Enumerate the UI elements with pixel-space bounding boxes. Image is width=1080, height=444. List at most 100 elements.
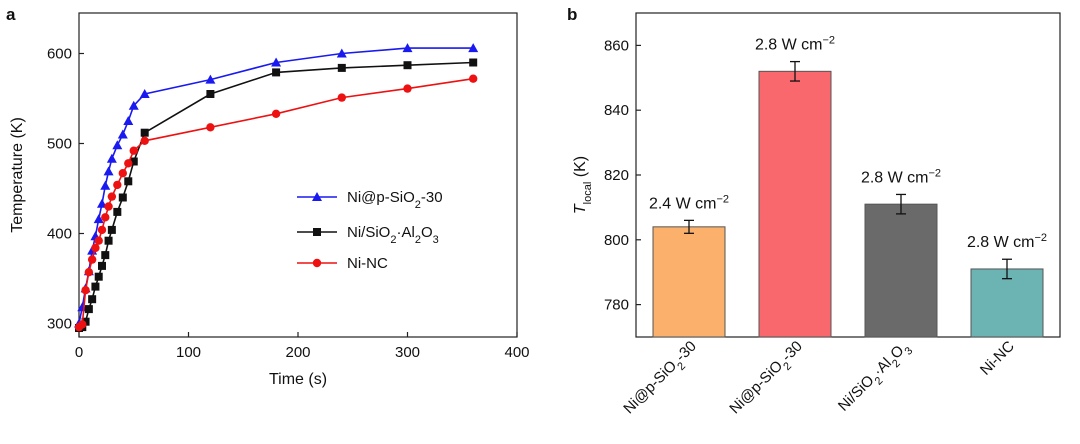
series-2 [74, 74, 478, 332]
y-tick-label-a: 300 [47, 316, 72, 333]
data-point-1 [118, 193, 127, 202]
data-point-1 [129, 157, 138, 166]
data-point-0 [128, 100, 139, 110]
data-point-1 [107, 225, 116, 234]
bar-3 [970, 268, 1044, 338]
bar-1 [758, 70, 832, 338]
data-point-2 [403, 84, 412, 93]
data-point-1 [91, 282, 100, 291]
legend-marker-2 [312, 258, 322, 268]
data-point-2 [107, 192, 117, 201]
data-point-2 [129, 146, 138, 155]
data-point-1 [403, 61, 412, 70]
data-point-2 [118, 169, 128, 178]
category-label-text-2: Ni/SiO2·Al2O3 [835, 338, 915, 418]
data-point-1 [469, 58, 478, 67]
y-tick-label-b: 860 [604, 37, 629, 54]
data-point-0 [402, 43, 413, 53]
data-point-0 [117, 129, 128, 139]
data-point-0 [77, 302, 88, 312]
y-axis-label-a: Temperature (K) [9, 117, 26, 233]
data-point-1 [124, 177, 133, 186]
series-1 [75, 58, 478, 332]
data-point-2 [104, 202, 113, 211]
series-line-0 [78, 47, 474, 324]
data-point-2 [94, 236, 103, 245]
data-point-2 [469, 74, 478, 83]
data-point-2 [337, 93, 346, 102]
y-tick-label-a: 500 [47, 136, 72, 153]
y-tick-label-b: 840 [604, 102, 629, 119]
x-tick-label-a: 0 [75, 344, 83, 361]
bar-2 [864, 203, 938, 338]
data-point-2 [78, 320, 87, 329]
y-tick-label-b: 800 [604, 232, 629, 249]
category-label-3: Ni-NC [977, 338, 1018, 379]
data-point-0 [123, 116, 134, 125]
line-chart-temperature: 0 100 200 300 400 300 400 500 600 Time (s) Tempera… [9, 12, 530, 388]
y-tick-label-b: 820 [604, 167, 629, 184]
category-label-text-0: Ni@p-SiO2-30 [620, 338, 703, 421]
panel-label-a: a [6, 5, 16, 24]
category-label-text-3: Ni-NC [977, 338, 1018, 379]
data-point-1 [81, 317, 90, 326]
data-point-1 [337, 63, 346, 72]
data-point-2 [206, 123, 215, 132]
data-point-2 [87, 255, 97, 264]
data-point-0 [100, 180, 111, 190]
data-point-2 [84, 268, 94, 277]
data-point-0 [336, 48, 347, 58]
data-point-0 [139, 89, 150, 98]
data-point-2 [101, 213, 110, 222]
y-axis-label-text-b: Tlocal (K) [572, 156, 594, 214]
data-point-2 [97, 225, 107, 235]
category-label-2: Ni/SiO2·Al2O3 [835, 338, 915, 418]
data-point-1 [140, 128, 149, 137]
data-point-2 [91, 243, 100, 253]
legend-label-1: Ni/SiO2·Al2O3 [347, 224, 439, 246]
data-point-2 [124, 159, 133, 168]
data-point-2 [140, 136, 149, 145]
data-label-3: 2.8 W cm−2 [967, 232, 1047, 251]
x-axis-label-a: Time (s) [269, 371, 327, 388]
data-label-1: 2.8 W cm−2 [755, 35, 835, 54]
series-0 [74, 43, 479, 328]
y-tick-label-b: 780 [604, 297, 629, 314]
data-point-1 [84, 305, 93, 314]
data-point-2 [113, 180, 122, 190]
data-point-0 [468, 43, 479, 53]
panel-label-b: b [567, 5, 577, 24]
category-label-text-1: Ni@p-SiO2-30 [726, 338, 809, 421]
category-label-1: Ni@p-SiO2-30 [726, 338, 809, 421]
x-tick-label-a: 300 [395, 344, 420, 361]
legend-label-2: Ni-NC [347, 255, 388, 272]
data-point-1 [97, 261, 106, 270]
data-label-2: 2.8 W cm−2 [861, 167, 941, 186]
category-label-0: Ni@p-SiO2-30 [620, 338, 703, 421]
plot-frame-a [78, 12, 518, 338]
data-point-1 [272, 68, 281, 77]
data-point-2 [81, 286, 90, 295]
data-point-2 [271, 109, 281, 119]
data-point-1 [88, 295, 97, 304]
bar-chart-local-temperature: 780 800 820 840 860 Tlocal (K) 2.4 W cm−2 Ni@p-… [572, 12, 1061, 421]
data-point-0 [271, 57, 282, 67]
data-point-1 [101, 251, 110, 260]
data-point-1 [94, 272, 103, 281]
data-point-0 [205, 74, 216, 84]
bar-0 [652, 226, 726, 338]
data-point-1 [104, 236, 113, 245]
data-point-1 [206, 90, 215, 98]
legend-label-0: Ni@p-SiO2-30 [347, 189, 443, 211]
data-label-0: 2.4 W cm−2 [649, 193, 729, 212]
y-tick-label-a: 600 [47, 46, 72, 63]
data-point-0 [112, 140, 123, 150]
y-axis-label-b: Tlocal (K) [572, 156, 594, 214]
legend-marker-1 [313, 228, 321, 236]
x-tick-label-a: 400 [504, 344, 529, 361]
x-tick-label-a: 200 [285, 344, 310, 361]
data-point-0 [106, 153, 117, 163]
legend-a: Ni@p-SiO2-30 Ni/SiO2·Al2O3 Ni-NC [297, 189, 443, 272]
data-point-1 [113, 207, 122, 216]
